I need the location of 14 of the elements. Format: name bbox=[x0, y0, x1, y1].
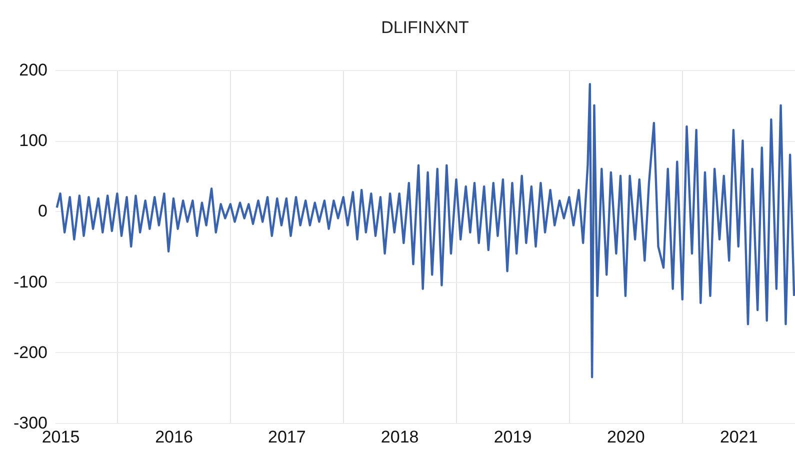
x-tick-label: 2019 bbox=[494, 428, 532, 446]
x-tick-label: 2021 bbox=[720, 428, 758, 446]
x-tick-label: 2018 bbox=[380, 428, 419, 446]
chart-title: DLIFINXNT bbox=[381, 18, 469, 37]
y-tick-label: 200 bbox=[19, 60, 48, 80]
y-tick-label: 0 bbox=[38, 202, 48, 221]
x-tick-label: 2016 bbox=[155, 428, 193, 446]
x-tick-label: 2015 bbox=[42, 428, 80, 446]
x-tick-label: 2017 bbox=[268, 428, 306, 446]
x-tick-label: 2020 bbox=[607, 428, 645, 446]
y-tick-label: -200 bbox=[13, 342, 48, 362]
y-tick-label: 100 bbox=[19, 131, 48, 150]
line-series bbox=[56, 83, 795, 378]
y-tick-label: -100 bbox=[13, 272, 48, 292]
